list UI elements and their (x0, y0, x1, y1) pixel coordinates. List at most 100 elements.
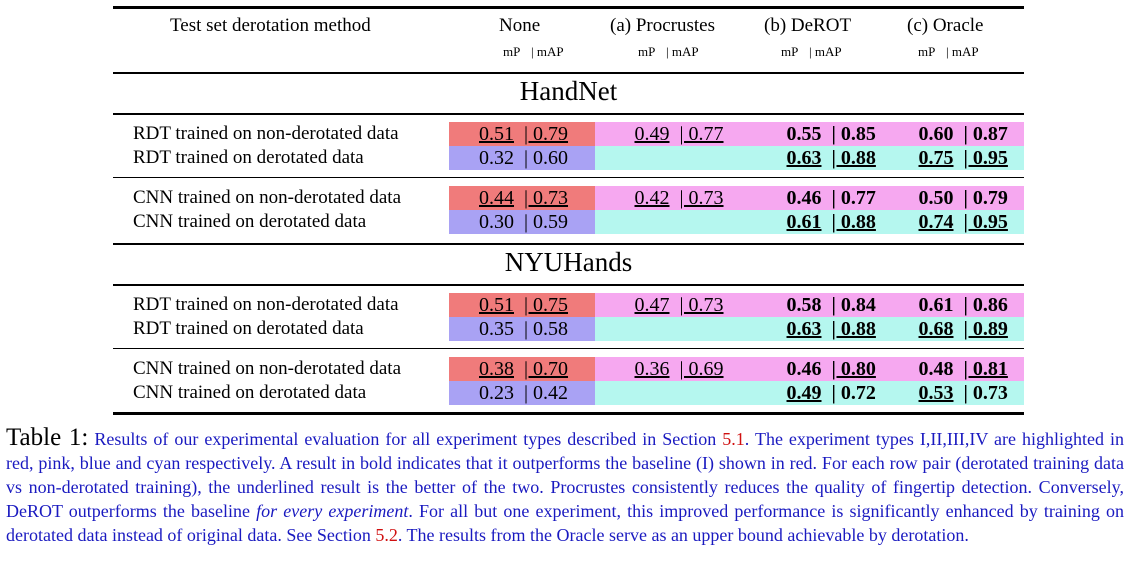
cell-none: 0.35 | 0.58 (449, 317, 595, 341)
cell-mp: 0.46 (786, 187, 822, 209)
cell-mp: 0.68 (918, 318, 954, 340)
caption-emphasis: for every experiment (256, 501, 409, 521)
cell-map: | 0.80 (831, 358, 876, 380)
column-header-procrustes: (a) Procrustes (610, 15, 715, 36)
top-rule (113, 6, 1024, 9)
section-ref-link[interactable]: 5.1 (722, 429, 745, 449)
sublabel-mp: mP (918, 44, 936, 59)
cell-map: | 0.85 (831, 123, 876, 145)
cell-mp: 0.58 (786, 294, 822, 316)
caption-text: . The results from the Oracle serve as a… (397, 525, 969, 545)
cell-map: | 0.79 (524, 123, 569, 145)
column-header-derot: (b) DeROT (764, 15, 852, 36)
cell-none: 0.30 | 0.59 (449, 210, 595, 234)
group-rule (113, 177, 1024, 178)
cell-derot: 0.63 | 0.88 (760, 146, 899, 170)
cell-mp: 0.32 (479, 147, 514, 169)
cell-map: | 0.70 (524, 358, 569, 380)
cell-mp: 0.55 (786, 123, 822, 145)
section-rule (113, 243, 1024, 245)
cell-mp: 0.61 (786, 211, 822, 233)
cell-oracle: 0.61 | 0.86 (899, 293, 1024, 317)
sublabel-mp: mP (503, 44, 521, 59)
cell-map: | 0.72 (831, 382, 876, 404)
cell-oracle: 0.60 | 0.87 (899, 122, 1024, 146)
row-label: CNN trained on non-derotated data (133, 358, 402, 379)
cell-mp: 0.38 (479, 358, 514, 380)
cell-mp: 0.63 (786, 318, 822, 340)
column-header-none: None (499, 15, 541, 36)
row-label: RDT trained on non-derotated data (133, 294, 399, 315)
cell-mp: 0.42 (634, 187, 670, 209)
cell-mp: 0.23 (479, 382, 514, 404)
cell-map: | 0.95 (963, 147, 1008, 169)
row-label: CNN trained on non-derotated data (133, 187, 402, 208)
cell-procrustes-empty (595, 381, 760, 405)
cell-mp: 0.74 (918, 211, 954, 233)
cell-oracle: 0.74 | 0.95 (899, 210, 1024, 234)
caption-text: Results of our experimental evaluation f… (88, 429, 723, 449)
row-label: RDT trained on non-derotated data (133, 123, 399, 144)
cell-derot: 0.58 | 0.84 (760, 293, 899, 317)
row-label: RDT trained on derotated data (133, 318, 364, 339)
cell-mp: 0.61 (918, 294, 954, 316)
cell-mp: 0.48 (918, 358, 954, 380)
cell-mp: 0.47 (634, 294, 670, 316)
cell-none: 0.51 | 0.79 (449, 122, 595, 146)
cell-procrustes-empty (595, 210, 760, 234)
cell-oracle: 0.68 | 0.89 (899, 317, 1024, 341)
cell-derot: 0.46 | 0.77 (760, 186, 899, 210)
cell-mp: 0.35 (479, 318, 514, 340)
cell-mp: 0.63 (786, 147, 822, 169)
caption-text: . For all but one experiment, this impro… (6, 501, 1124, 545)
row-label: CNN trained on derotated data (133, 211, 367, 232)
cell-map: | 0.84 (831, 294, 876, 316)
cell-map: | 0.79 (963, 187, 1008, 209)
cell-map: | 0.75 (524, 294, 569, 316)
cell-procrustes: 0.42 | 0.73 (595, 186, 760, 210)
cell-procrustes: 0.49 | 0.77 (595, 122, 760, 146)
cell-map: | 0.77 (831, 187, 876, 209)
caption-text: . The experiment types I,II,III,IV are h… (6, 429, 1125, 521)
table-number: Table 1: (6, 424, 89, 451)
cell-mp: 0.50 (918, 187, 954, 209)
cell-map: | 0.58 (524, 318, 569, 340)
cell-mp: 0.53 (918, 382, 954, 404)
cell-none: 0.32 | 0.60 (449, 146, 595, 170)
cell-map: | 0.69 (679, 358, 724, 380)
cell-oracle: 0.53 | 0.73 (899, 381, 1024, 405)
cell-map: | 0.89 (963, 318, 1008, 340)
row-label: RDT trained on derotated data (133, 147, 364, 168)
cell-map: | 0.86 (963, 294, 1008, 316)
cell-mp: 0.49 (786, 382, 822, 404)
cell-procrustes-empty (595, 317, 760, 341)
sublabel-mp: mP (781, 44, 799, 59)
column-header-oracle: (c) Oracle (907, 15, 984, 36)
header-rule (113, 72, 1024, 74)
cell-map: | 0.88 (831, 211, 876, 233)
cell-map: | 0.88 (831, 147, 876, 169)
cell-map: | 0.95 (963, 211, 1008, 233)
cell-procrustes-empty (595, 146, 760, 170)
cell-mp: 0.36 (634, 358, 670, 380)
cell-map: | 0.81 (963, 358, 1008, 380)
sublabel-mp: mP (638, 44, 656, 59)
cell-oracle: 0.50 | 0.79 (899, 186, 1024, 210)
cell-mp: 0.51 (479, 123, 514, 145)
row-label: CNN trained on derotated data (133, 382, 367, 403)
cell-procrustes: 0.47 | 0.73 (595, 293, 760, 317)
cell-procrustes: 0.36 | 0.69 (595, 357, 760, 381)
cell-derot: 0.63 | 0.88 (760, 317, 899, 341)
cell-mp: 0.60 (918, 123, 954, 145)
cell-map: | 0.73 (524, 187, 569, 209)
section-rule (113, 113, 1024, 115)
section-ref-link[interactable]: 5.2 (375, 525, 398, 545)
cell-map: | 0.73 (963, 382, 1008, 404)
section-rule (113, 284, 1024, 286)
sublabel-map: | mAP (809, 44, 842, 59)
group-rule (113, 348, 1024, 349)
cell-mp: 0.46 (786, 358, 822, 380)
section-title-nyuhands: NYUHands (504, 247, 633, 277)
section-title-handnet: HandNet (519, 76, 618, 106)
cell-map: | 0.88 (831, 318, 876, 340)
